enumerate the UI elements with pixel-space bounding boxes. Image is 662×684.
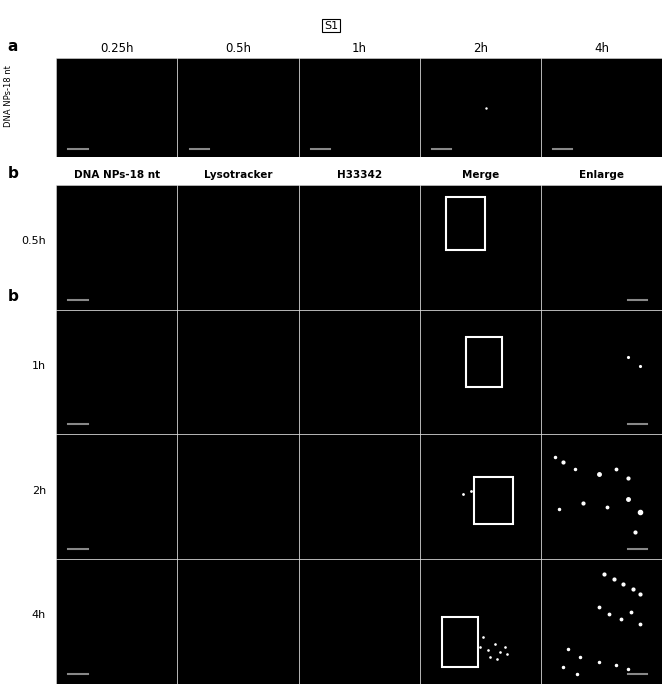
Text: 1h: 1h (32, 360, 46, 371)
Text: H33342: H33342 (336, 170, 382, 181)
Bar (446, 197, 485, 250)
Text: DNA NPs-18 nt: DNA NPs-18 nt (3, 65, 13, 127)
Text: 0.5h: 0.5h (21, 236, 46, 246)
Text: 1h: 1h (352, 42, 367, 55)
Text: 4h: 4h (32, 610, 46, 620)
Bar (442, 616, 478, 666)
Text: 4h: 4h (594, 42, 609, 55)
Text: DNA NPs-18 nt: DNA NPs-18 nt (73, 170, 160, 181)
Text: 2h: 2h (32, 486, 46, 495)
Text: S1: S1 (324, 21, 338, 31)
Text: Merge: Merge (461, 170, 499, 181)
Bar (466, 337, 502, 387)
Text: b: b (7, 289, 18, 304)
Text: Lysotracker: Lysotracker (204, 170, 272, 181)
Bar (474, 477, 513, 524)
Text: 0.25h: 0.25h (100, 42, 134, 55)
Text: a: a (8, 39, 18, 54)
Text: 0.5h: 0.5h (225, 42, 251, 55)
Text: b: b (7, 166, 18, 181)
Text: 2h: 2h (473, 42, 488, 55)
Text: Enlarge: Enlarge (579, 170, 624, 181)
